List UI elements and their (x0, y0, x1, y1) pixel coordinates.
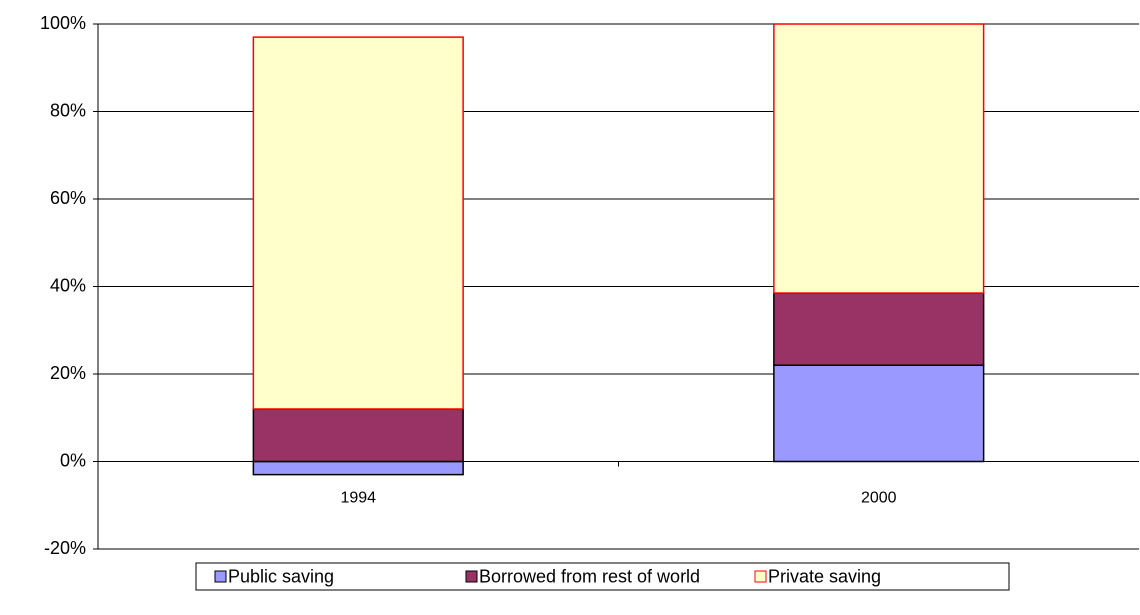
y-tick-label: 0% (60, 450, 86, 470)
y-tick-label: 40% (50, 275, 86, 295)
x-tick-label: 2000 (861, 490, 897, 507)
bar-segment (252, 460, 464, 476)
legend-label: Private saving (768, 566, 881, 586)
y-tick-label: 60% (50, 188, 86, 208)
y-tick-label: 20% (50, 363, 86, 383)
bar-segment (773, 364, 985, 463)
bar-segment (252, 36, 464, 410)
bar-segment (773, 292, 985, 366)
legend-swatch (465, 570, 478, 583)
legend-label: Borrowed from rest of world (479, 566, 700, 586)
bar-segment (773, 23, 985, 294)
legend-swatch (754, 570, 767, 583)
y-tick-label: 100% (40, 13, 86, 33)
x-tick-label: 1994 (340, 490, 376, 507)
y-tick-label: -20% (44, 538, 86, 558)
legend-label: Public saving (228, 566, 334, 586)
legend-swatch (214, 570, 227, 583)
legend-box (195, 562, 1010, 591)
bar-segment (252, 408, 464, 463)
y-tick-label: 80% (50, 100, 86, 120)
